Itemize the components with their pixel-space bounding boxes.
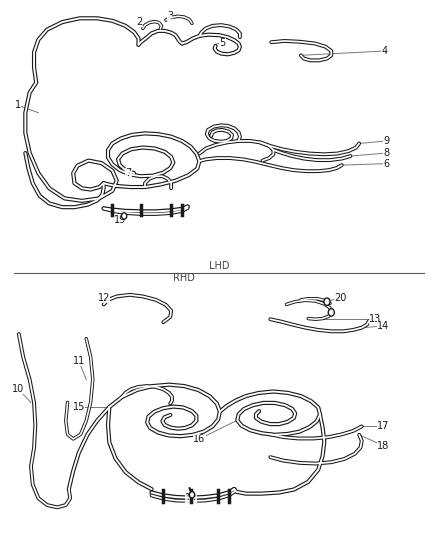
Text: 3: 3 [167, 11, 173, 21]
Circle shape [328, 309, 334, 316]
Text: 12: 12 [98, 293, 110, 303]
Text: 16: 16 [193, 434, 205, 444]
Text: 1: 1 [15, 100, 21, 110]
Text: 10: 10 [12, 384, 24, 394]
Text: 15: 15 [73, 402, 85, 412]
Circle shape [189, 491, 194, 498]
Text: 20: 20 [334, 293, 346, 303]
Text: 14: 14 [378, 321, 390, 331]
Circle shape [121, 213, 127, 219]
Circle shape [324, 298, 330, 305]
Text: 6: 6 [384, 159, 390, 168]
Text: 18: 18 [378, 441, 390, 451]
Text: 11: 11 [73, 357, 85, 366]
Text: 19: 19 [184, 493, 197, 503]
Text: RHD: RHD [173, 273, 195, 284]
Text: 9: 9 [384, 136, 390, 146]
Text: 13: 13 [369, 313, 381, 324]
Text: 8: 8 [384, 148, 390, 158]
Text: 2: 2 [137, 17, 143, 27]
Text: 4: 4 [381, 46, 388, 56]
Text: 5: 5 [219, 38, 226, 48]
Text: 7: 7 [125, 168, 131, 178]
Text: LHD: LHD [209, 261, 229, 271]
Text: 19: 19 [113, 215, 126, 225]
Text: 17: 17 [377, 422, 390, 431]
